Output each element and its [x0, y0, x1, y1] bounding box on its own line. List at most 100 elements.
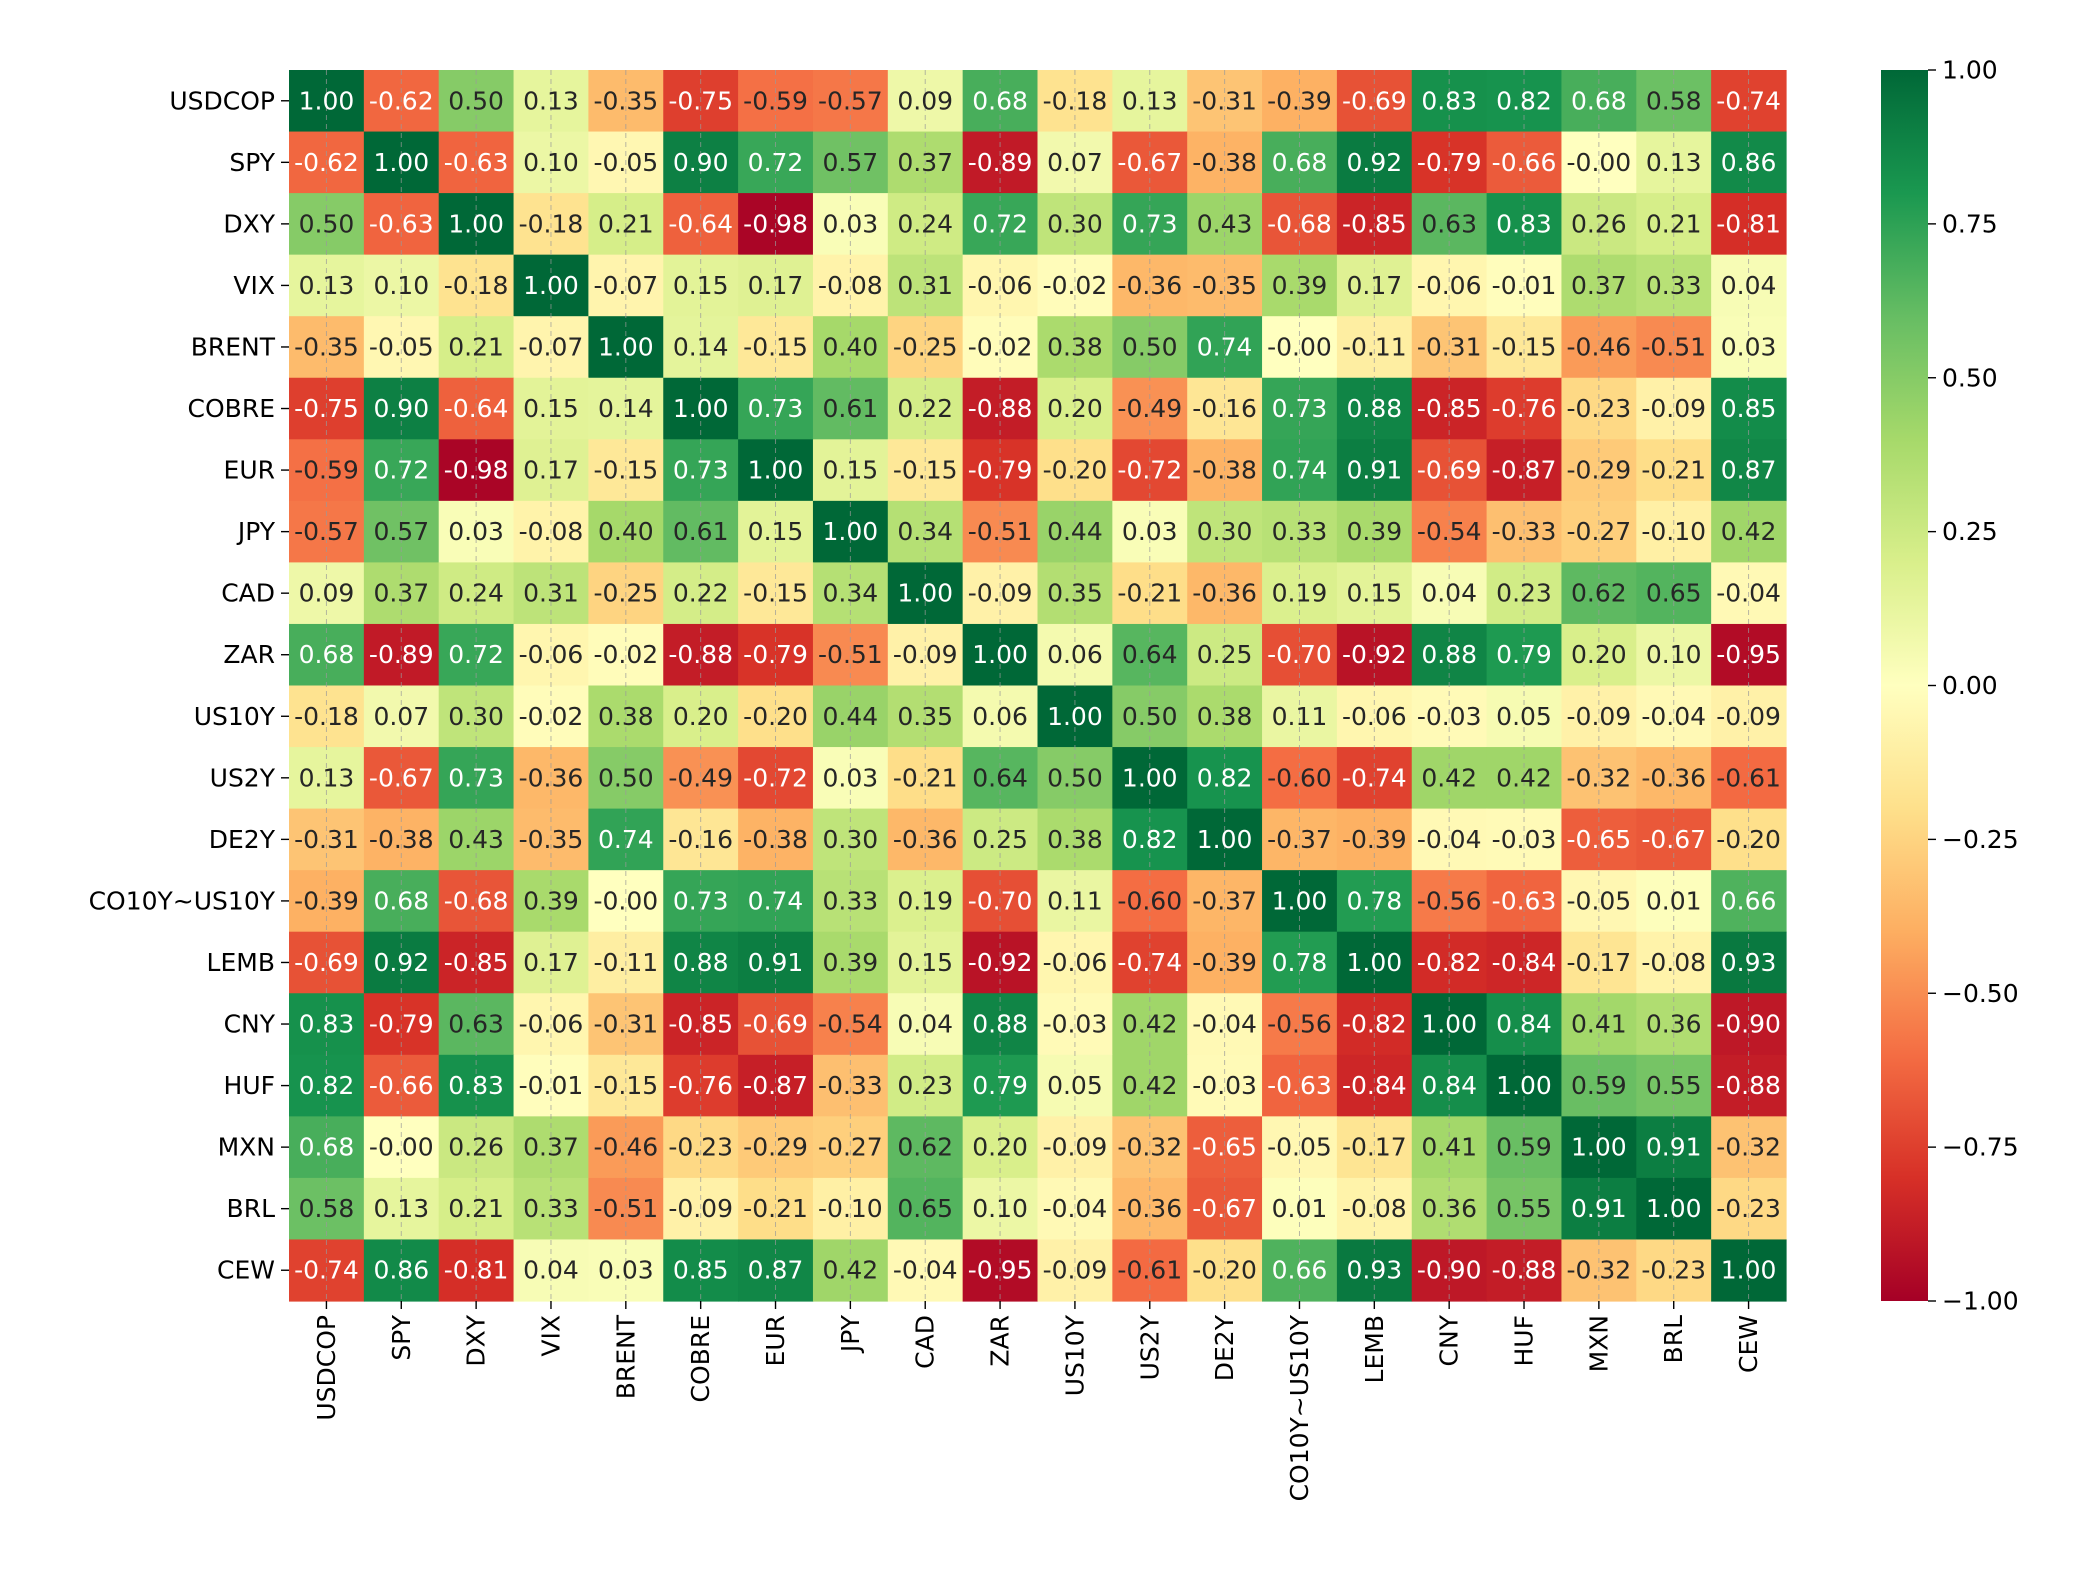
- cell-value-label: 0.73: [1122, 209, 1178, 238]
- cell-value-label: -0.85: [444, 948, 509, 977]
- cell-value-label: 0.62: [1571, 579, 1627, 608]
- cell-value-label: -0.72: [1117, 456, 1182, 485]
- cell-value-label: -0.68: [1267, 209, 1332, 238]
- cell-value-label: 0.91: [748, 948, 804, 977]
- cell-value-label: -0.04: [1641, 702, 1706, 731]
- cell-value-label: 0.14: [673, 332, 729, 361]
- cell-value-label: 0.61: [673, 517, 729, 546]
- cell-value-label: 1.00: [1122, 763, 1178, 792]
- cell-value-label: -0.17: [1342, 1133, 1407, 1162]
- cell-value-label: -0.09: [668, 1194, 733, 1223]
- cell-value-label: 0.23: [897, 1071, 953, 1100]
- cell-value-label: 0.92: [373, 948, 429, 977]
- cell-value-label: -0.32: [1567, 1256, 1632, 1285]
- cell-value-label: -0.37: [1267, 825, 1332, 854]
- cell-value-label: -0.63: [1267, 1071, 1332, 1100]
- cell-value-label: -0.36: [1117, 271, 1182, 300]
- cell-value-label: -0.15: [893, 456, 958, 485]
- cell-value-label: 0.93: [1721, 948, 1777, 977]
- cell-value-label: -0.66: [369, 1071, 434, 1100]
- cell-value-label: -0.18: [1043, 86, 1108, 115]
- cell-value-label: 0.55: [1646, 1071, 1702, 1100]
- cell-value-label: 0.91: [1646, 1133, 1702, 1162]
- cell-value-label: -0.06: [1417, 271, 1482, 300]
- cell-value-label: -0.17: [1567, 948, 1632, 977]
- cell-value-label: -0.56: [1417, 886, 1482, 915]
- cell-value-label: -0.46: [593, 1133, 658, 1162]
- cell-value-label: -0.39: [1342, 825, 1407, 854]
- cell-value-label: -0.49: [668, 763, 733, 792]
- cell-value-label: 0.15: [673, 271, 729, 300]
- cell-value-label: 0.11: [1272, 702, 1328, 731]
- cell-value-label: 0.41: [1571, 1010, 1627, 1039]
- cell-value-label: -0.08: [519, 517, 584, 546]
- x-tick-label: SPY: [387, 1314, 416, 1360]
- cell-value-label: 0.82: [299, 1071, 355, 1100]
- cell-value-label: -0.38: [1192, 456, 1257, 485]
- cell-value-label: 0.34: [823, 579, 879, 608]
- cell-value-label: 0.68: [1571, 86, 1627, 115]
- cell-value-label: -0.16: [668, 825, 733, 854]
- cell-value-label: -0.05: [369, 332, 434, 361]
- cell-value-label: 0.10: [972, 1194, 1028, 1223]
- cell-value-label: 0.78: [1346, 886, 1402, 915]
- y-tick-label: JPY: [236, 517, 276, 546]
- cell-value-label: 0.10: [1646, 640, 1702, 669]
- cell-value-label: -0.10: [818, 1194, 883, 1223]
- cell-value-label: -0.84: [1342, 1071, 1407, 1100]
- colorbar: 1.00 0.75 0.50 0.25 0.00 −0.25 −0.50 −0.75 −1.00: [1881, 56, 2019, 1316]
- cell-value-label: 0.68: [299, 1133, 355, 1162]
- cell-value-label: 1.00: [1272, 886, 1328, 915]
- cell-value-label: 0.39: [1272, 271, 1328, 300]
- cell-value-label: 0.40: [823, 332, 879, 361]
- heatmap-cells: [289, 70, 1787, 1302]
- x-tick-label: VIX: [536, 1315, 565, 1357]
- cell-value-label: 0.79: [1496, 640, 1552, 669]
- cell-value-label: -0.20: [743, 702, 808, 731]
- cell-value-label: 0.90: [373, 394, 429, 423]
- cell-value-label: 0.05: [1496, 702, 1552, 731]
- cell-value-label: 0.50: [1047, 763, 1103, 792]
- cell-value-label: 0.88: [673, 948, 729, 977]
- cell-value-label: -0.35: [593, 86, 658, 115]
- cell-value-label: 0.07: [373, 702, 429, 731]
- cell-value-label: 0.37: [897, 148, 953, 177]
- cell-value-label: 0.03: [1122, 517, 1178, 546]
- cell-value-label: 0.68: [373, 886, 429, 915]
- cell-value-label: 0.11: [1047, 886, 1103, 915]
- cell-value-label: 0.33: [523, 1194, 579, 1223]
- cell-value-label: -0.64: [668, 209, 733, 238]
- cell-value-label: -0.23: [1567, 394, 1632, 423]
- cell-value-label: -0.29: [743, 1133, 808, 1162]
- cell-value-label: 1.00: [1571, 1133, 1627, 1162]
- cell-value-label: 0.38: [1047, 332, 1103, 361]
- cell-value-label: -0.81: [444, 1256, 509, 1285]
- y-tick-label: VIX: [233, 271, 275, 300]
- cell-value-label: 0.72: [448, 640, 504, 669]
- cell-value-label: 0.05: [1047, 1071, 1103, 1100]
- x-tick-label: JPY: [836, 1314, 865, 1354]
- cell-value-label: 0.82: [1496, 86, 1552, 115]
- cell-value-label: 0.39: [1346, 517, 1402, 546]
- cell-value-label: 0.03: [1721, 332, 1777, 361]
- cell-value-label: 0.04: [523, 1256, 579, 1285]
- cell-value-label: -0.21: [1117, 579, 1182, 608]
- cell-value-label: 1.00: [448, 209, 504, 238]
- cell-value-label: -0.36: [519, 763, 584, 792]
- cell-value-label: 0.65: [1646, 579, 1702, 608]
- x-tick-label: ZAR: [986, 1315, 1015, 1367]
- cell-value-label: 0.50: [448, 86, 504, 115]
- cell-value-label: 1.00: [1421, 1010, 1477, 1039]
- cell-value-label: -0.09: [1567, 702, 1632, 731]
- cell-value-label: -0.39: [294, 886, 359, 915]
- cell-value-label: 0.83: [299, 1010, 355, 1039]
- cell-value-label: -0.32: [1567, 763, 1632, 792]
- cell-value-label: -0.33: [818, 1071, 883, 1100]
- cell-value-label: -0.85: [1342, 209, 1407, 238]
- cell-value-label: -0.02: [593, 640, 658, 669]
- cell-value-label: 0.15: [823, 456, 879, 485]
- cell-value-label: -0.32: [1117, 1133, 1182, 1162]
- cell-value-label: -0.88: [1492, 1256, 1557, 1285]
- cell-value-label: -0.20: [1192, 1256, 1257, 1285]
- cell-value-label: 0.92: [1346, 148, 1402, 177]
